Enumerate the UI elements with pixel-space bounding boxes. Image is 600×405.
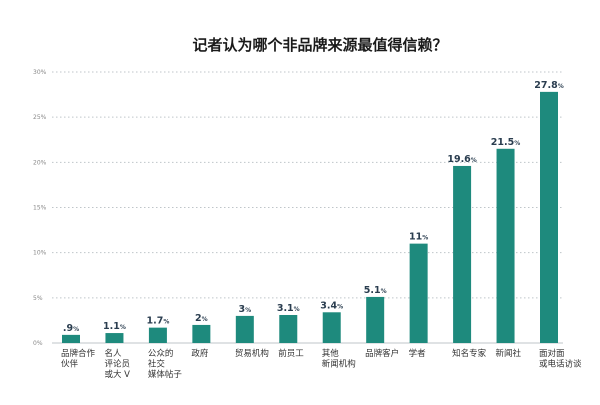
x-tick-label: 贸易机构 bbox=[235, 348, 269, 359]
x-tick-label: 学者 bbox=[409, 348, 427, 359]
bar-value-number: 3.1 bbox=[277, 303, 294, 314]
bar-value-label: 27.8% bbox=[534, 80, 563, 91]
bar-value-number: 11 bbox=[409, 232, 422, 243]
bar-value-unit: % bbox=[558, 83, 564, 90]
bar bbox=[366, 296, 385, 343]
x-tick-label-line: 或大 V bbox=[104, 369, 130, 380]
x-tick-label: 其他新闻机构 bbox=[322, 348, 356, 370]
x-tick-label-line: 政府 bbox=[191, 348, 209, 359]
labels-layer: .9% 1.1%1.7% 2%3% 3.1% 3.4%5.1%11%19.6%21.5%… bbox=[63, 80, 564, 334]
bar-value-unit: % bbox=[163, 319, 169, 326]
x-tick-label: 品牌客户 bbox=[365, 348, 399, 359]
y-tick-label: 20% bbox=[33, 159, 47, 166]
bar-value-number: 27.8 bbox=[534, 80, 558, 91]
x-tick-label-line: 新闻机构 bbox=[322, 359, 356, 370]
bar-value-number: .9 bbox=[63, 323, 73, 334]
bar-value-label: 3.4% bbox=[320, 300, 343, 311]
y-tick-label: 25% bbox=[33, 114, 47, 121]
bar-value-label: 3.1% bbox=[277, 303, 300, 314]
bar bbox=[235, 315, 254, 343]
bar-value-number: 1.1 bbox=[103, 321, 120, 332]
bar-value-label: 19.6% bbox=[447, 154, 476, 165]
bar bbox=[279, 314, 298, 343]
x-tick-label: 政府 bbox=[191, 348, 209, 359]
bar bbox=[409, 243, 428, 343]
x-tick-label-line: 新闻社 bbox=[496, 348, 522, 359]
bar-value-unit: % bbox=[202, 316, 208, 323]
grid-layer: 0% 5% 10% 15% 20% 25% 30% bbox=[33, 69, 563, 347]
x-tick-label: 公众的社交媒体帖子 bbox=[148, 348, 183, 380]
bar-value-label: 3% bbox=[238, 304, 251, 315]
bar-value-unit: % bbox=[514, 140, 520, 147]
bar-value-label: 5.1% bbox=[364, 285, 387, 296]
x-tick-label-line: 媒体帖子 bbox=[148, 369, 183, 380]
y-tick-label: 5% bbox=[33, 295, 43, 302]
bar-value-label: 11% bbox=[409, 232, 428, 243]
bar-value-label: 1.1% bbox=[103, 321, 126, 332]
bar-value-label: .9% bbox=[63, 323, 79, 334]
bar-value-label: 21.5% bbox=[491, 137, 520, 148]
bar bbox=[496, 148, 515, 343]
bars-layer bbox=[62, 91, 558, 343]
bar bbox=[62, 334, 80, 343]
chart-title: 记者认为哪个非品牌来源最值得信赖？ bbox=[192, 36, 448, 54]
y-tick-label: 10% bbox=[33, 250, 47, 257]
bar bbox=[540, 91, 558, 343]
bar-value-unit: % bbox=[422, 235, 428, 242]
bar-value-number: 3 bbox=[238, 304, 245, 315]
x-tick-label-line: 名人 bbox=[104, 348, 122, 359]
bar-value-unit: % bbox=[471, 157, 477, 164]
x-tick-label: 品牌合作伙伴 bbox=[61, 348, 96, 370]
x-tick-label-line: 品牌合作 bbox=[61, 348, 96, 359]
bar bbox=[105, 333, 124, 343]
x-tick-label-line: 公众的 bbox=[148, 348, 174, 359]
x-tick-label-line: 或电话访谈 bbox=[539, 359, 582, 370]
bar-value-unit: % bbox=[73, 326, 79, 333]
bar-value-number: 2 bbox=[195, 313, 202, 324]
y-tick-label: 30% bbox=[33, 69, 47, 76]
bar-value-number: 19.6 bbox=[447, 154, 471, 165]
bar-value-unit: % bbox=[294, 306, 300, 313]
bar-value-number: 1.7 bbox=[146, 316, 163, 327]
bar bbox=[192, 324, 211, 343]
x-tick-label: 知名专家 bbox=[452, 348, 487, 359]
x-tick-label-line: 贸易机构 bbox=[235, 348, 269, 359]
x-tick-label: 名人评论员或大 V bbox=[104, 348, 130, 380]
x-tick-label-line: 社交 bbox=[148, 359, 166, 370]
x-tick-label: 新闻社 bbox=[496, 348, 522, 359]
x-tick-label-line: 前员工 bbox=[278, 348, 304, 359]
x-tick-label-line: 其他 bbox=[322, 348, 340, 359]
bar-value-number: 3.4 bbox=[320, 300, 337, 311]
y-tick-label: 0% bbox=[33, 340, 43, 347]
x-tick-label: 前员工 bbox=[278, 348, 304, 359]
bar-value-unit: % bbox=[381, 288, 387, 295]
bar-value-number: 21.5 bbox=[491, 137, 514, 148]
bar-value-unit: % bbox=[245, 307, 251, 314]
x-tick-label-line: 面对面 bbox=[539, 348, 565, 359]
y-tick-label: 15% bbox=[33, 205, 47, 212]
x-tick-label-line: 评论员 bbox=[104, 359, 130, 370]
bar-value-unit: % bbox=[120, 324, 126, 331]
x-tick-label: 面对面或电话访谈 bbox=[539, 348, 582, 370]
x-tick-label-line: 伙伴 bbox=[61, 359, 79, 370]
x-tick-label-line: 品牌客户 bbox=[365, 348, 399, 359]
bar bbox=[322, 312, 341, 343]
x-tick-label-line: 学者 bbox=[409, 348, 427, 359]
bar bbox=[453, 165, 472, 343]
bar-value-label: 1.7% bbox=[146, 316, 169, 327]
x-tick-label-line: 知名专家 bbox=[452, 348, 487, 359]
bar bbox=[148, 327, 167, 343]
bar-value-number: 5.1 bbox=[364, 285, 381, 296]
bar-value-unit: % bbox=[337, 303, 343, 310]
bar-value-label: 2% bbox=[195, 313, 208, 324]
